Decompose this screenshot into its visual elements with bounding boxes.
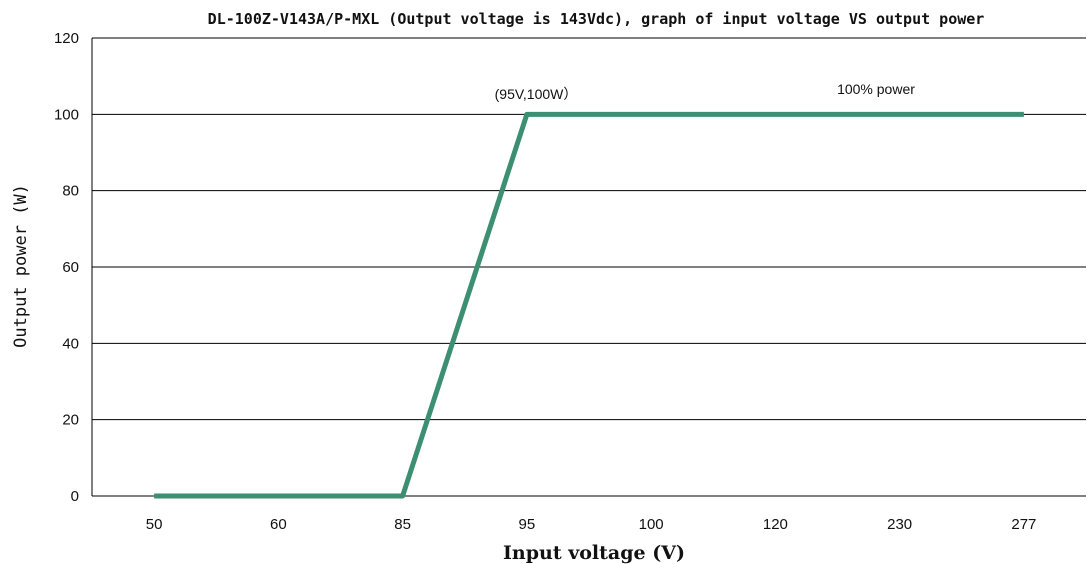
x-tick-label: 277 [1011,516,1036,533]
annotation-full-power: 100% power [837,81,915,97]
y-tick-label: 100 [54,106,79,123]
y-tick-label: 20 [62,412,79,429]
x-tick-label: 120 [763,516,788,533]
y-tick-label: 40 [62,335,79,352]
y-tick-label: 60 [62,259,79,276]
y-tick-labels: 0 20 40 60 80 100 120 [54,30,79,505]
x-tick-label: 60 [270,516,287,533]
x-tick-label: 85 [394,516,411,533]
y-tick-label: 80 [62,183,79,200]
series-line-0 [154,111,1024,499]
x-tick-labels: 50 60 85 95 100 120 230 277 [146,516,1037,533]
annotation-peak-point: (95V,100W） [495,86,578,102]
x-tick-label: 50 [146,516,163,533]
chart-title: DL-100Z-V143A/P-MXL (Output voltage is 1… [208,10,985,28]
y-axis-label: Output power (W) [11,184,31,348]
x-tick-label: 230 [887,516,912,533]
x-tick-label: 100 [639,516,664,533]
x-tick-label: 95 [519,516,536,533]
grid-lines [91,37,1086,497]
y-tick-label: 120 [54,30,79,47]
series-layer [154,111,1024,499]
y-tick-label: 0 [71,488,79,505]
x-axis-label: Input voltage (V) [503,542,685,564]
